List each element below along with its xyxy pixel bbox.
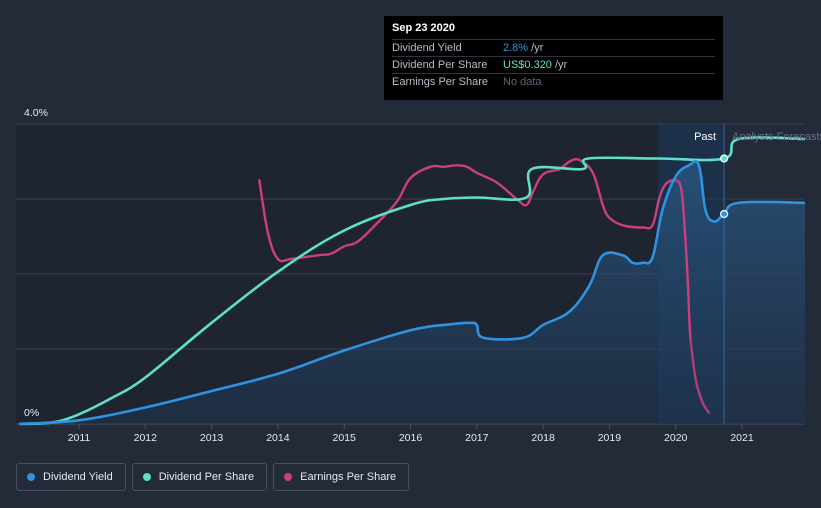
- legend-item-dividend-yield[interactable]: Dividend Yield: [16, 463, 126, 491]
- series-layer: [19, 136, 806, 426]
- x-tick-label: 2013: [200, 432, 224, 444]
- tooltip-row-value: 2.8%: [503, 42, 529, 54]
- x-tick-label: 2011: [68, 432, 91, 444]
- y-axis-label: 0%: [24, 407, 39, 419]
- x-tick-label: 2012: [134, 432, 158, 444]
- legend-dot-icon: [284, 473, 293, 481]
- tooltip-row-earnings-per-share: Earnings Per Share No data: [392, 73, 715, 90]
- legend-dot-icon: [27, 473, 35, 481]
- x-tick-label: 2019: [598, 432, 622, 444]
- tooltip-row-value: No data: [503, 76, 542, 88]
- tooltip-row-dividend-yield: Dividend Yield 2.8% /yr: [392, 39, 715, 56]
- tooltip-row-name: Dividend Yield: [392, 42, 462, 54]
- tooltip-row-name: Dividend Per Share: [392, 59, 488, 71]
- legend-item-dividend-per-share[interactable]: Dividend Per Share: [131, 463, 268, 491]
- x-tick-label: 2015: [333, 432, 357, 444]
- tooltip-row-value: US$0.320: [503, 59, 552, 71]
- legend-label: Dividend Yield: [43, 471, 113, 483]
- earnings-per-share-line: [689, 336, 711, 414]
- tooltip-row-name: Earnings Per Share: [392, 76, 488, 88]
- dividend-yield-area: [19, 161, 806, 424]
- legend-label: Dividend Per Share: [158, 471, 255, 483]
- x-tick-label: 2021: [730, 432, 754, 444]
- dividend-per-share-marker: [720, 154, 729, 163]
- dividend-per-share-line: [19, 136, 806, 426]
- dividend-yield-marker: [720, 209, 729, 219]
- x-axis: 2011 2012 2013 2014 2015 2016 2017 2018 2019 2020…: [68, 424, 754, 444]
- tooltip-row-suffix: /yr: [531, 42, 544, 54]
- markers: [720, 124, 729, 424]
- past-label: Past: [694, 131, 716, 143]
- dividend-yield-line: [19, 159, 806, 426]
- x-tick-label: 2017: [465, 432, 489, 444]
- legend-item-earnings-per-share[interactable]: Earnings Per Share: [273, 463, 410, 491]
- x-tick-label: 2016: [399, 432, 423, 444]
- x-tick-label: 2018: [531, 432, 555, 444]
- x-tick-label: 2014: [266, 432, 290, 444]
- y-axis-label: 4.0%: [24, 107, 48, 119]
- legend-label: Earnings Per Share: [300, 471, 397, 483]
- tooltip-date: Sep 23 2020: [392, 22, 455, 34]
- forecast-label: Analysts Forecasts: [732, 131, 821, 143]
- tooltip-row-dividend-per-share: Dividend Per Share US$0.320 /yr: [392, 56, 715, 73]
- x-tick-label: 2020: [664, 432, 688, 444]
- earnings-per-share-line: [258, 157, 692, 339]
- legend-dot-icon: [142, 473, 151, 481]
- y-axis: 4.0% 0%: [24, 107, 48, 419]
- tooltip-row-suffix: /yr: [554, 59, 568, 71]
- tooltip: Sep 23 2020 Dividend Yield 2.8% /yr Divi…: [384, 16, 723, 100]
- legend: Dividend Yield Dividend Per Share Earnin…: [16, 463, 410, 491]
